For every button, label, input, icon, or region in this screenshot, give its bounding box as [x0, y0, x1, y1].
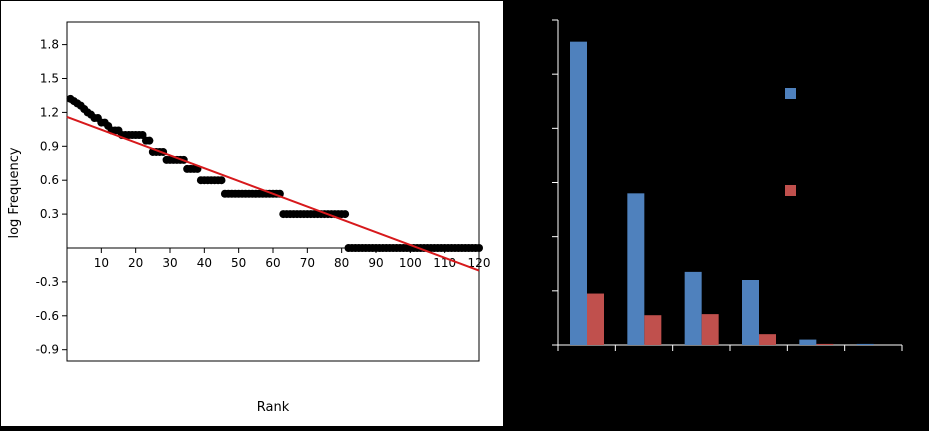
- x-tick-label: 100: [399, 256, 422, 270]
- y-tick-label: 1.2: [40, 105, 59, 119]
- x-tick-label: 60: [265, 256, 280, 270]
- legend-swatch: [785, 88, 796, 99]
- data-point: [145, 136, 154, 145]
- bar: [759, 334, 776, 345]
- bar: [742, 280, 759, 345]
- bar: [570, 41, 587, 346]
- y-tick-label: -0.6: [36, 309, 59, 323]
- data-point: [217, 176, 226, 185]
- bar: [816, 343, 834, 345]
- bar: [644, 315, 662, 345]
- bar: [799, 339, 817, 345]
- x-tick-label: 40: [197, 256, 212, 270]
- y-tick-label: 1.5: [40, 72, 59, 86]
- legend-swatch: [785, 185, 796, 196]
- y-tick-label: 0.9: [40, 139, 59, 153]
- y-axis-label: log Frequency: [7, 147, 22, 238]
- x-tick-label: 30: [162, 256, 177, 270]
- x-tick-label: 120: [468, 256, 491, 270]
- scatter-panel: 1.8 1.5 1.2 0.9 0.6 0.3 -0.3 -0.6 -0.9 10 20 30 40 5…: [0, 0, 504, 427]
- bar: [587, 293, 604, 345]
- bar: [701, 314, 719, 345]
- y-tick-label: 1.8: [40, 38, 59, 52]
- scatter-chart: 1.8 1.5 1.2 0.9 0.6 0.3 -0.3 -0.6 -0.9 10 20 30 40 5…: [7, 21, 491, 415]
- regression-line: [66, 115, 480, 272]
- x-tick-label: 90: [368, 256, 383, 270]
- data-point: [341, 210, 350, 219]
- bar-chart: [552, 19, 903, 351]
- y-tick-label: -0.3: [36, 275, 59, 289]
- x-tick-label: 80: [334, 256, 349, 270]
- bar: [627, 193, 645, 345]
- x-tick-label: 50: [231, 256, 246, 270]
- y-tick-label: -0.9: [36, 343, 59, 357]
- data-point: [475, 244, 483, 252]
- x-tick-label: 20: [128, 256, 143, 270]
- x-tick-label: 10: [94, 256, 109, 270]
- y-tick-label: 0.3: [40, 207, 59, 221]
- y-tick-label: 0.6: [40, 173, 59, 187]
- bar-panel: [504, 0, 929, 427]
- bar: [684, 271, 702, 345]
- x-axis-label: Rank: [257, 400, 290, 415]
- x-tick-label: 70: [300, 256, 315, 270]
- bar: [856, 343, 874, 345]
